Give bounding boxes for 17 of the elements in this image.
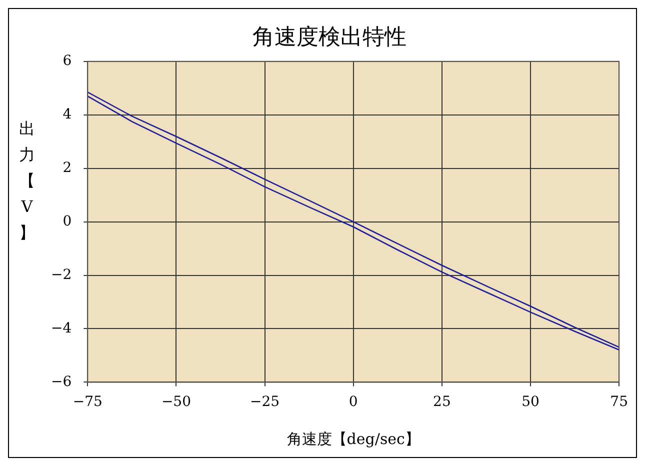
x-tick-label: −25 bbox=[250, 394, 280, 410]
y-tick-label: 0 bbox=[62, 213, 72, 230]
x-tick-label: −50 bbox=[161, 394, 191, 410]
y-tick-label: −2 bbox=[50, 266, 72, 283]
x-tick-label: 0 bbox=[348, 394, 358, 410]
x-tick-label: −75 bbox=[72, 394, 102, 410]
y-tick-label: 6 bbox=[62, 53, 72, 70]
x-tick-label: 25 bbox=[433, 394, 451, 410]
x-tick-label: 75 bbox=[610, 394, 628, 410]
y-tick-label: 2 bbox=[62, 160, 72, 176]
y-axis-title: 出力【V】 bbox=[19, 118, 35, 242]
x-axis-title: 角速度【deg/sec】 bbox=[286, 430, 420, 448]
y-tick-label: −6 bbox=[50, 374, 72, 390]
y-tick-label: −4 bbox=[50, 320, 72, 336]
x-tick-label: 50 bbox=[522, 394, 540, 410]
y-tick-label: 4 bbox=[62, 106, 72, 123]
chart-title: 角速度検出特性 bbox=[252, 24, 406, 50]
